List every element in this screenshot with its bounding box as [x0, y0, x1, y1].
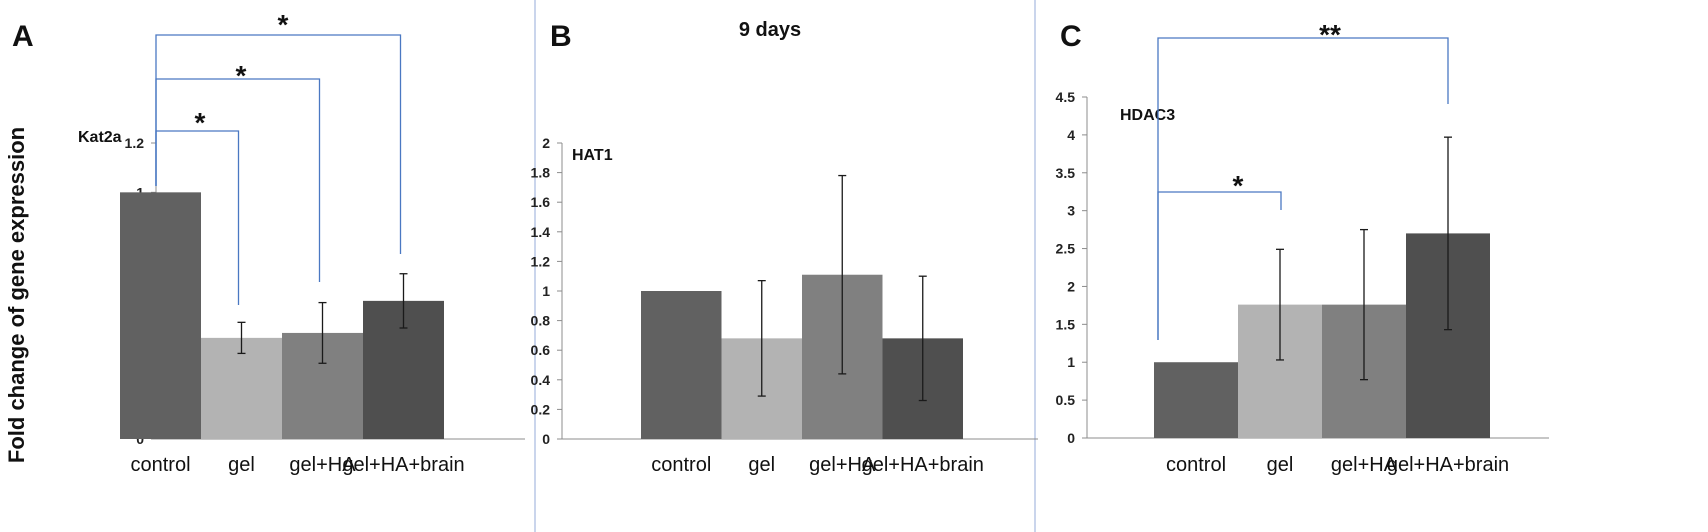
x-tick-label: gel+HA+brain: [342, 454, 464, 476]
y-tick-label: 1: [542, 283, 550, 299]
chart-title: 9 days: [739, 19, 801, 41]
y-tick-label: 0: [1067, 430, 1075, 446]
significance-label: **: [1319, 19, 1341, 50]
panel-b: B 9 days HAT1 0 0.2 0.4 0.6 0.8 1 1.2 1.4 1.6 1.8 2 co…: [531, 19, 1038, 476]
x-tick-label: control: [1166, 454, 1226, 476]
y-tick-label: 4: [1067, 127, 1075, 143]
panel-c: C HDAC3 0 0.5 1 1.5 2 2.5 3 3.5 4 4.5 control gel gel+…: [1056, 19, 1549, 476]
significance-label: *: [278, 9, 289, 40]
x-tick-label: gel+HA: [1331, 454, 1398, 476]
y-tick-label: 1.5: [1056, 316, 1076, 332]
bar: [120, 192, 201, 439]
x-tick-label: gel+HA+brain: [1387, 454, 1509, 476]
x-tick-label: gel+HA: [809, 454, 876, 476]
y-tick-label: 1.2: [531, 253, 551, 269]
y-tick-label: 3: [1067, 203, 1075, 219]
x-tick-label: gel: [748, 454, 775, 476]
y-tick-label: 2: [1067, 278, 1075, 294]
x-tick-label: control: [130, 454, 190, 476]
gene-label: HAT1: [572, 147, 613, 164]
gene-label: Kat2a: [78, 129, 122, 146]
panel-a: AKat2a00.20.40.60.811.2controlgelgel+HAg…: [12, 9, 525, 476]
bar: [1154, 362, 1238, 438]
y-tick-label: 0.8: [531, 313, 551, 329]
y-tick-label: 1: [1067, 354, 1075, 370]
x-tick-label: control: [651, 454, 711, 476]
y-tick-label: 1.4: [531, 224, 551, 240]
panel-letter: A: [12, 20, 34, 53]
x-tick-label: gel: [1267, 454, 1294, 476]
x-tick-label: gel+HA+brain: [862, 454, 984, 476]
y-tick-label: 0.6: [531, 342, 551, 358]
significance-label: *: [236, 60, 247, 91]
y-tick-label: 4.5: [1056, 89, 1076, 105]
x-tick-label: gel+HA: [289, 454, 356, 476]
y-tick-label: 2: [542, 135, 550, 151]
significance-label: *: [1233, 170, 1244, 201]
y-tick-label: 0.4: [531, 372, 551, 388]
significance-bracket: [1157, 37, 1449, 340]
panel-letter: C: [1060, 20, 1082, 53]
y-tick-label: 0: [542, 431, 550, 447]
y-axis-label: Fold change of gene expression: [4, 127, 29, 463]
y-tick-label: 0.2: [531, 401, 551, 417]
y-tick-label: 0.5: [1056, 392, 1076, 408]
y-tick-label: 1.2: [125, 135, 145, 151]
gene-label: HDAC3: [1120, 107, 1175, 124]
x-tick-label: gel: [228, 454, 255, 476]
y-tick-label: 3.5: [1056, 165, 1076, 181]
bar: [201, 337, 282, 439]
y-tick-label: 1.8: [531, 165, 551, 181]
significance-label: *: [195, 107, 206, 138]
bar: [641, 291, 722, 439]
significance-bracket: [155, 34, 402, 254]
panel-letter: B: [550, 20, 572, 53]
y-tick-label: 2.5: [1056, 241, 1076, 257]
panel-dividers: [534, 0, 1036, 532]
y-tick-label: 1.6: [531, 194, 551, 210]
